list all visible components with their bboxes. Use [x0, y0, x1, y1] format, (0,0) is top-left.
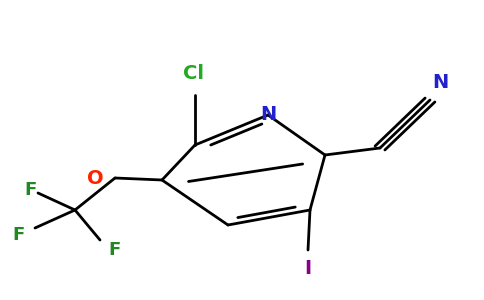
Text: F: F	[109, 241, 121, 259]
Text: F: F	[12, 226, 24, 244]
Text: F: F	[24, 181, 36, 199]
Text: N: N	[260, 106, 276, 124]
Text: Cl: Cl	[182, 64, 203, 83]
Text: O: O	[87, 169, 103, 188]
Text: N: N	[432, 73, 448, 92]
Text: I: I	[304, 259, 312, 278]
